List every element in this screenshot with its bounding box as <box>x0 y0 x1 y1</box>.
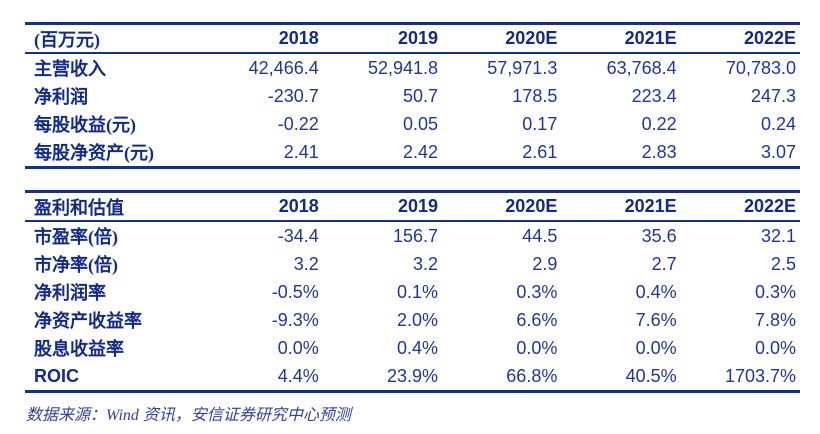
table-row-pe: 市盈率(倍) -34.4 156.7 44.5 35.6 32.1 <box>25 221 800 250</box>
cell-value: 0.0% <box>635 337 677 358</box>
table-row-roic: ROIC 4.4% 23.9% 66.8% 40.5% 1703.7% <box>25 362 800 392</box>
cell-value: 156.7 <box>393 225 439 246</box>
cell-value: 44.5 <box>522 225 558 246</box>
cell-value: 178.5 <box>512 85 558 106</box>
financial-summary-sheet: (百万元) 2018 2019 2020E 2021E 2022E 主营收入 4… <box>25 22 800 424</box>
income-table-header-row: (百万元) 2018 2019 2020E 2021E 2022E <box>25 23 800 54</box>
cell-value: 0.22 <box>641 113 677 134</box>
valuation-col-2018: 2018 <box>203 191 323 222</box>
cell-value: 7.8% <box>754 309 796 330</box>
cell-value: 7.6% <box>635 309 677 330</box>
cell-value: 0.4% <box>635 281 677 302</box>
valuation-table-header-row: 盈利和估值 2018 2019 2020E 2021E 2022E <box>25 191 800 222</box>
cell-value: 40.5% <box>625 365 677 386</box>
table-row-revenue: 主营收入 42,466.4 52,941.8 57,971.3 63,768.4… <box>25 53 800 82</box>
cell-value: 2.42 <box>403 141 439 162</box>
cell-value: 2.5 <box>770 253 796 274</box>
table-row-bvps: 每股净资产(元) 2.41 2.42 2.61 2.83 3.07 <box>25 138 800 168</box>
row-label: 每股净资产(元) <box>34 143 154 163</box>
table-row-net-margin: 净利润率 -0.5% 0.1% 0.3% 0.4% 0.3% <box>25 278 800 306</box>
cell-value: 70,783.0 <box>725 57 796 78</box>
income-forecast-table: (百万元) 2018 2019 2020E 2021E 2022E 主营收入 4… <box>25 22 800 169</box>
cell-value: 66.8% <box>506 365 558 386</box>
table-row-roe: 净资产收益率 -9.3% 2.0% 6.6% 7.6% 7.8% <box>25 306 800 334</box>
cell-value: 3.2 <box>413 253 439 274</box>
income-col-2020e: 2020E <box>442 23 562 54</box>
cell-value: 4.4% <box>277 365 319 386</box>
cell-value: -0.22 <box>277 113 319 134</box>
income-table-unit-header: (百万元) <box>25 23 204 54</box>
valuation-col-2021e: 2021E <box>561 191 681 222</box>
cell-value: 0.17 <box>522 113 558 134</box>
table-row-net-profit: 净利润 -230.7 50.7 178.5 223.4 247.3 <box>25 82 800 110</box>
cell-value: 0.3% <box>516 281 558 302</box>
cell-value: 63,768.4 <box>606 57 677 78</box>
cell-value: 2.83 <box>641 141 677 162</box>
cell-value: 1703.7% <box>724 365 796 386</box>
row-label: 每股收益(元) <box>34 115 136 135</box>
table-row-dividend-yield: 股息收益率 0.0% 0.4% 0.0% 0.0% 0.0% <box>25 334 800 362</box>
valuation-table-title: 盈利和估值 <box>25 191 204 222</box>
cell-value: 0.0% <box>516 337 558 358</box>
cell-value: 0.0% <box>754 337 796 358</box>
valuation-col-2019: 2019 <box>322 191 443 222</box>
row-label: 净资产收益率 <box>34 311 142 331</box>
cell-value: 223.4 <box>631 85 677 106</box>
cell-value: 50.7 <box>403 85 439 106</box>
valuation-col-2020e: 2020E <box>442 191 562 222</box>
valuation-table: 盈利和估值 2018 2019 2020E 2021E 2022E 市盈率(倍)… <box>25 190 800 393</box>
income-col-2019: 2019 <box>322 23 443 54</box>
cell-value: 57,971.3 <box>487 57 558 78</box>
cell-value: 0.1% <box>397 281 439 302</box>
table-spacer <box>25 169 800 190</box>
data-source-note: 数据来源：Wind 资讯，安信证券研究中心预测 <box>26 407 351 424</box>
income-col-2018: 2018 <box>203 23 323 54</box>
table-row-pb: 市净率(倍) 3.2 3.2 2.9 2.7 2.5 <box>25 250 800 278</box>
cell-value: 0.0% <box>277 337 319 358</box>
cell-value: -9.3% <box>271 309 319 330</box>
table-row-eps: 每股收益(元) -0.22 0.05 0.17 0.22 0.24 <box>25 110 800 138</box>
cell-value: -34.4 <box>277 225 319 246</box>
income-col-2022e: 2022E <box>680 23 800 54</box>
cell-value: 0.05 <box>403 113 439 134</box>
cell-value: 32.1 <box>760 225 796 246</box>
cell-value: 2.0% <box>397 309 439 330</box>
cell-value: 0.3% <box>754 281 796 302</box>
valuation-col-2022e: 2022E <box>680 191 800 222</box>
row-label: 净利润 <box>34 87 88 107</box>
cell-value: -230.7 <box>267 85 319 106</box>
cell-value: 6.6% <box>516 309 558 330</box>
cell-value: 3.07 <box>760 141 796 162</box>
cell-value: 2.61 <box>522 141 558 162</box>
cell-value: 247.3 <box>750 85 796 106</box>
cell-value: 0.24 <box>760 113 796 134</box>
row-label: 股息收益率 <box>34 339 124 359</box>
cell-value: 35.6 <box>641 225 677 246</box>
cell-value: 3.2 <box>293 253 319 274</box>
income-col-2021e: 2021E <box>561 23 681 54</box>
cell-value: 23.9% <box>387 365 439 386</box>
row-label: 市净率(倍) <box>34 255 118 275</box>
cell-value: 52,941.8 <box>367 57 439 78</box>
row-label: ROIC <box>34 365 79 386</box>
row-label: 市盈率(倍) <box>34 227 118 247</box>
cell-value: 0.4% <box>397 337 439 358</box>
cell-value: 2.9 <box>532 253 558 274</box>
cell-value: -0.5% <box>271 281 319 302</box>
cell-value: 2.41 <box>283 141 319 162</box>
row-label: 主营收入 <box>34 59 106 79</box>
row-label: 净利润率 <box>34 283 106 303</box>
cell-value: 2.7 <box>651 253 677 274</box>
cell-value: 42,466.4 <box>248 57 319 78</box>
